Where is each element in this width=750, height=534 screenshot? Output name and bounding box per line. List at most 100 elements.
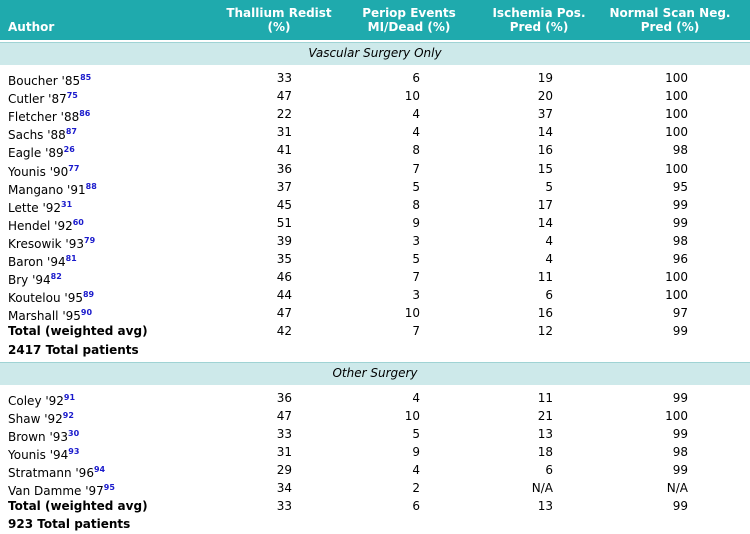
- value-cell: 98: [672, 444, 688, 459]
- author-name: Younis '94: [8, 447, 69, 462]
- value-cell: 4: [412, 107, 420, 122]
- reference: 87: [65, 127, 77, 137]
- value-cell: 100: [665, 288, 688, 303]
- value-cell: 47: [276, 89, 292, 104]
- value-cell: 99: [672, 426, 688, 441]
- reference: 86: [79, 109, 91, 119]
- value-cell: 97: [672, 306, 688, 321]
- value-cell: 100: [665, 161, 688, 176]
- value-cell: 11: [537, 270, 553, 285]
- value-cell: 13: [537, 426, 553, 441]
- author-name: Coley '92: [8, 393, 64, 408]
- author-cell: Fletcher '8886: [8, 105, 91, 125]
- author-name: Mangano '91: [8, 182, 86, 197]
- reference: 89: [82, 290, 95, 300]
- reference: 79: [84, 235, 96, 245]
- value-cell: 36: [276, 161, 292, 176]
- value-cell: 22: [276, 107, 292, 122]
- value-cell: 96: [672, 252, 688, 266]
- reference: 93: [68, 446, 80, 456]
- value-cell: 6: [412, 71, 420, 85]
- value-cell: 5: [412, 426, 420, 441]
- section-band: [0, 42, 750, 65]
- value-cell: 99: [672, 499, 688, 514]
- header-label: Normal Scan Neg.: [609, 6, 731, 20]
- author-cell: Marshall '9590: [8, 304, 93, 324]
- value-cell: 6: [412, 499, 420, 514]
- value-cell: 98: [672, 143, 688, 158]
- value-cell: 51: [276, 215, 292, 230]
- author-name: Fletcher '88: [8, 110, 80, 125]
- author-cell: Hendel '9260: [8, 214, 84, 233]
- header-band: [0, 0, 750, 40]
- value-cell: 31: [276, 444, 292, 459]
- value-cell: 10: [404, 408, 420, 423]
- value-cell: 47: [276, 408, 292, 423]
- reference: 81: [65, 254, 77, 263]
- value-cell: 16: [537, 306, 553, 321]
- author-cell: Boucher '8585: [8, 69, 92, 88]
- reference: 90: [80, 308, 93, 318]
- value-cell: 7: [412, 161, 420, 176]
- header-label: Periop Events: [362, 6, 456, 20]
- author-name: Baron '94: [8, 255, 66, 269]
- value-cell: 41: [276, 143, 292, 158]
- value-cell: 12: [537, 324, 553, 339]
- author-cell: Eagle '8926: [8, 141, 75, 160]
- author-cell: Brown '9330: [8, 425, 79, 444]
- value-cell: 9: [412, 444, 420, 459]
- value-cell: 5: [412, 179, 420, 194]
- author-name: Marshall '95: [8, 309, 81, 324]
- reference: 85: [80, 73, 92, 82]
- value-cell: 37: [537, 107, 553, 122]
- value-cell: 7: [412, 324, 420, 339]
- header-label: Thallium Redist: [226, 6, 332, 20]
- author-cell: Koutelou '9589: [8, 286, 95, 306]
- value-cell: 95: [672, 179, 688, 194]
- author-cell: Van Damme '9795: [8, 479, 115, 498]
- author-name: Kresowik '93: [8, 236, 84, 251]
- value-cell: 21: [537, 408, 553, 423]
- value-cell: 98: [672, 233, 688, 248]
- value-cell: 99: [672, 215, 688, 230]
- value-cell: 10: [404, 306, 420, 321]
- author-cell: Shaw '9292: [8, 407, 74, 426]
- value-cell: 8: [412, 197, 420, 212]
- patients-label: 923 Total patients: [8, 517, 131, 532]
- value-cell: 8: [412, 143, 420, 158]
- value-cell: 29: [276, 463, 292, 477]
- author-cell: Kresowik '9379: [8, 232, 96, 251]
- author-name: Shaw '92: [8, 411, 63, 426]
- reference: 82: [50, 272, 62, 282]
- author-name: Cutler '87: [8, 92, 67, 107]
- value-cell: 3: [412, 288, 420, 303]
- value-cell: 3: [412, 233, 420, 248]
- author-name: Stratmann '96: [8, 466, 94, 480]
- reference: 60: [72, 217, 84, 227]
- reference: 26: [63, 145, 75, 155]
- value-cell: 6: [545, 463, 553, 477]
- value-cell: 4: [412, 463, 420, 477]
- author-cell: Coley '9291: [8, 389, 75, 408]
- value-cell: 11: [537, 390, 553, 405]
- section-title: Vascular Surgery Only: [308, 46, 442, 60]
- value-cell: 37: [276, 179, 292, 194]
- author-name: Boucher '85: [8, 74, 81, 88]
- value-cell: 14: [537, 215, 553, 230]
- author-cell: Lette '9231: [8, 196, 72, 215]
- header-label: MI/Dead (%): [367, 20, 451, 34]
- value-cell: 100: [665, 107, 688, 122]
- author-cell: Cutler '8775: [8, 87, 78, 107]
- author-name: Koutelou '95: [8, 291, 83, 306]
- reference: 75: [66, 91, 78, 101]
- value-cell: 31: [276, 125, 292, 140]
- reference: 88: [85, 181, 97, 191]
- value-cell: 2: [412, 481, 420, 496]
- author-name: Bry '94: [8, 273, 51, 288]
- value-cell: 4: [545, 233, 553, 248]
- value-cell: 20: [537, 89, 553, 104]
- value-cell: 46: [276, 270, 292, 285]
- author-cell: Mangano '9188: [8, 178, 97, 197]
- value-cell: 6: [545, 288, 553, 303]
